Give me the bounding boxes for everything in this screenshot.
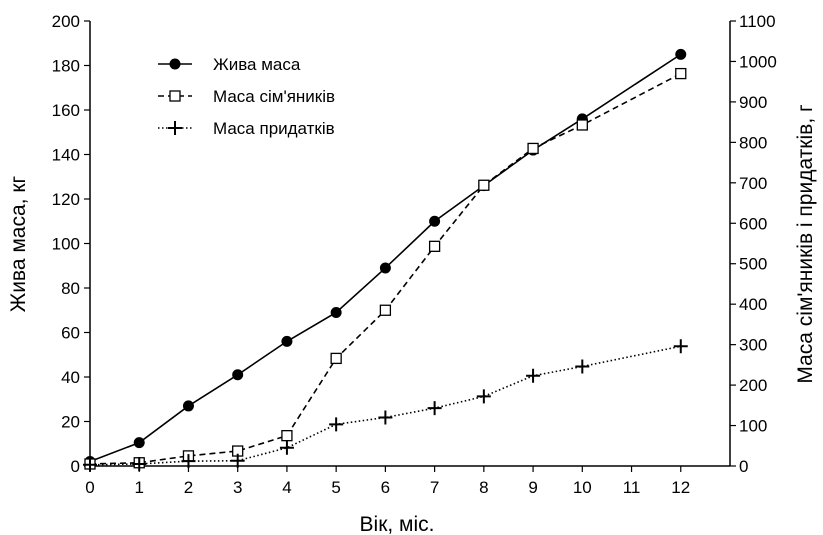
x-tick-label: 10 [573,478,592,497]
right-y-tick-label: 0 [739,457,748,476]
data-point-series-2 [478,179,490,191]
left-y-tick-label: 80 [61,279,80,298]
x-axis-title: Вік, міс. [360,513,435,535]
data-point-series-3 [83,457,97,472]
left-y-tick-label: 40 [61,368,80,387]
right-y-tick-label: 200 [739,376,767,395]
x-tick-label: 2 [184,478,193,497]
left-y-tick-label: 200 [52,12,80,31]
series-lines [89,53,682,466]
x-tick-label: 5 [331,478,340,497]
legend-marker-2 [169,90,181,102]
x-tick-label: 12 [671,478,690,497]
legend-label-3: Маса придатків [213,119,335,138]
data-point-series-2 [428,240,441,252]
data-point-series-3 [181,454,196,469]
x-tick-label: 4 [282,478,291,497]
right-y-tick-label: 1000 [739,52,777,71]
data-point-series-3 [378,410,393,425]
right-y-tick-label: 500 [739,255,767,274]
legend-marker-3 [168,121,182,135]
data-point-series-1 [675,48,687,60]
data-point-series-3 [329,417,344,432]
data-point-series-2 [675,67,687,80]
right-y-tick-label: 600 [739,214,767,233]
data-point-series-3 [673,339,688,354]
right-y-tick-label: 1100 [739,12,776,31]
x-tick-label: 1 [134,478,143,497]
left-y-tick-label: 140 [52,146,80,165]
data-point-series-3 [279,440,294,455]
right-y-tick-label: 900 [739,93,767,112]
data-point-series-2 [281,430,293,442]
data-point-series-2 [527,142,539,155]
x-tick-label: 8 [479,478,488,497]
data-point-series-1 [133,437,145,449]
x-tick-label: 3 [233,478,242,497]
data-point-series-1 [330,306,342,318]
left-y-tick-label: 20 [61,413,80,432]
series-line-3 [89,345,681,466]
legend: Жива маса Маса сім'яників Маса придатків [158,55,335,138]
data-point-series-1 [182,400,194,412]
data-point-series-3 [427,401,442,416]
data-point-series-3 [526,368,541,383]
series-markers [83,48,688,472]
right-y-tick-label: 300 [739,336,767,355]
x-tick-label: 7 [430,478,439,497]
x-tick-label: 9 [528,478,537,497]
left-y-tick-label: 60 [61,324,80,343]
data-point-series-3 [476,389,491,404]
left-axis-title: Жива маса, кг [7,175,30,312]
data-point-series-3 [132,456,147,471]
x-tick-label: 11 [623,478,641,497]
data-point-series-2 [379,304,392,316]
right-y-tick-label: 700 [739,174,767,193]
data-point-series-1 [379,262,391,274]
left-y-tick-label: 0 [71,457,80,476]
left-y-tick-label: 100 [52,235,80,254]
data-point-series-1 [429,215,441,227]
data-point-series-3 [230,453,245,468]
data-point-series-1 [281,335,293,347]
legend-marker-1 [169,58,181,70]
right-y-tick-label: 800 [739,133,767,152]
data-point-series-2 [576,119,588,131]
legend-label-2: Маса сім'яників [213,87,335,106]
series-line-1 [89,53,682,463]
data-point-series-1 [232,369,244,381]
right-y-tick-label: 100 [739,417,767,436]
data-point-series-3 [575,359,590,374]
x-tick-label: 6 [381,478,390,497]
right-y-tick-label: 400 [739,295,767,314]
axes: 0 1 2 3 4 5 6 7 8 9 10 11 12020406080100120140160180… [52,12,777,497]
data-point-series-2 [330,352,342,365]
x-tick-label: 0 [85,478,94,497]
left-y-tick-label: 160 [52,101,80,120]
series-line-2 [89,72,682,465]
right-axis-title: Маса сім'яників і придатків, г [794,104,817,384]
left-y-tick-label: 180 [52,57,80,76]
legend-label-1: Жива маса [213,55,301,74]
left-y-tick-label: 120 [52,190,80,209]
